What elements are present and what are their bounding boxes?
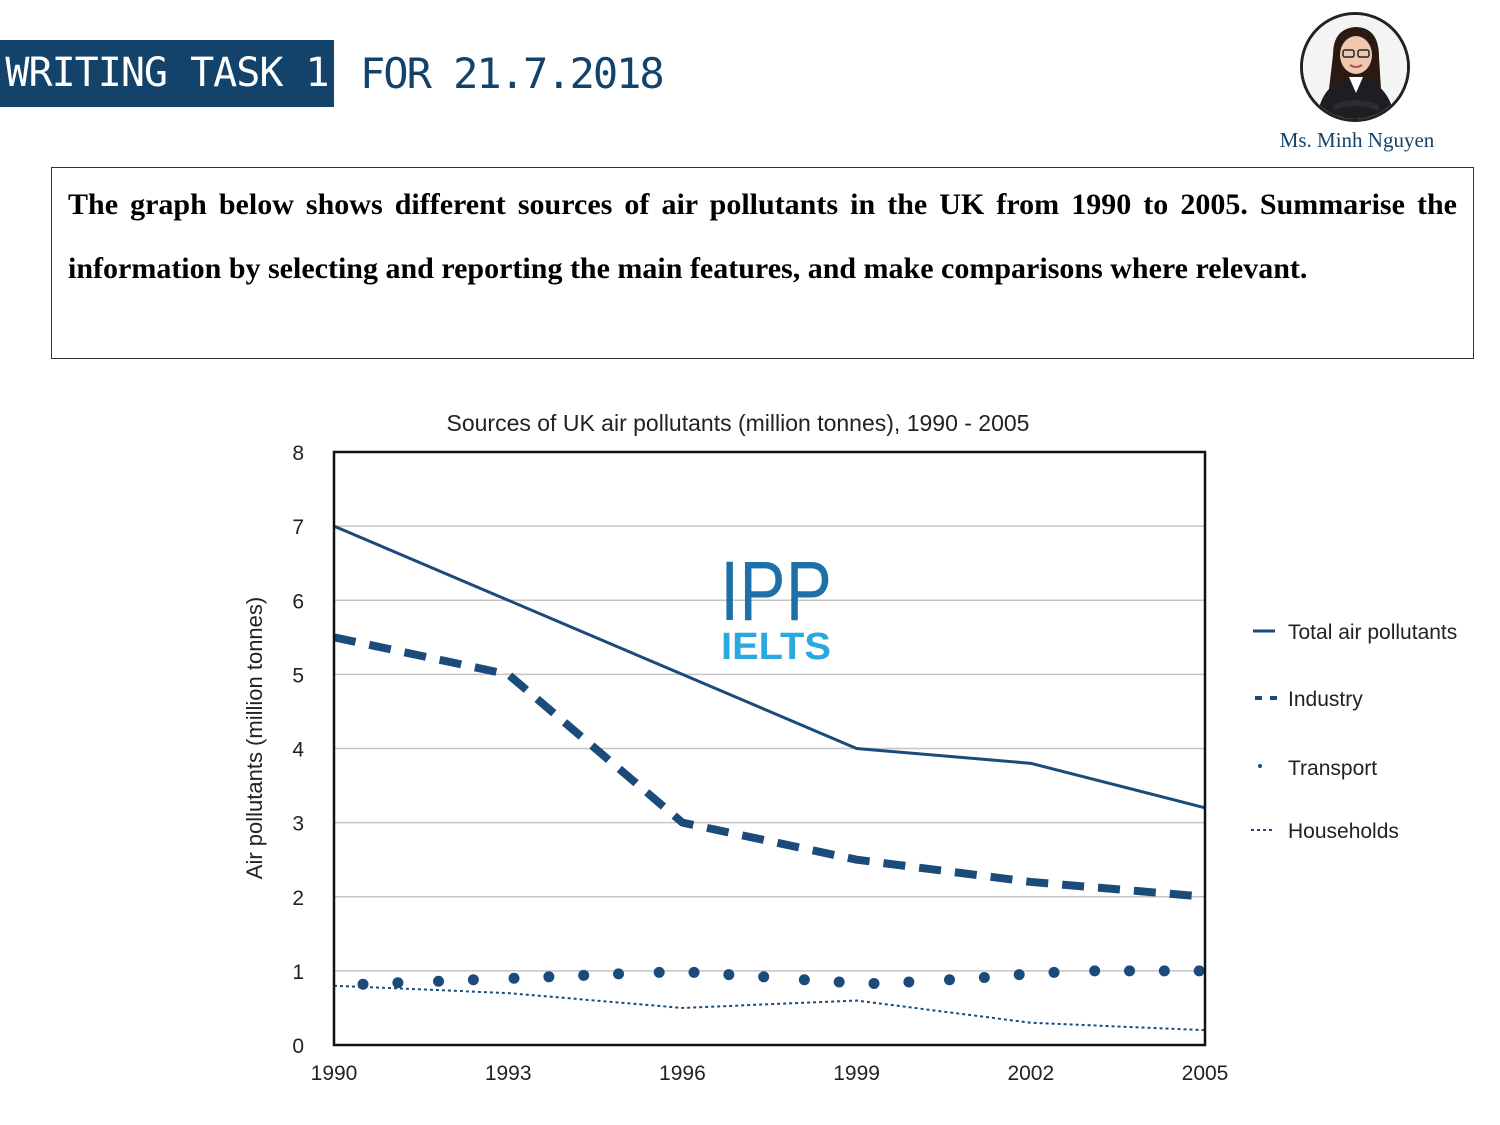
- legend-label: Households: [1288, 820, 1399, 843]
- data-point: [1158, 965, 1170, 977]
- legend-label: Transport: [1288, 757, 1377, 780]
- task-prompt-text: The graph below shows different sources …: [68, 188, 1457, 285]
- data-point: [1089, 965, 1101, 977]
- data-point: [578, 969, 590, 981]
- data-point: [978, 972, 990, 984]
- legend-item: Total air pollutants: [1253, 621, 1457, 644]
- legend-swatch: [1258, 764, 1262, 768]
- data-point: [1013, 969, 1025, 981]
- x-tick-label: 2005: [1182, 1062, 1229, 1085]
- plot-frame: [332, 450, 1207, 1047]
- y-axis-label: Air pollutants (million tonnes): [242, 597, 267, 879]
- y-tick-label: 2: [292, 887, 304, 910]
- data-point: [798, 974, 810, 986]
- series-households: [333, 984, 1206, 1032]
- y-tick-label: 0: [292, 1035, 304, 1058]
- data-point: [1124, 965, 1136, 977]
- data-point: [1193, 965, 1205, 977]
- y-tick-label: 1: [292, 961, 304, 984]
- y-tick-label: 8: [292, 442, 304, 465]
- series-total-air-pollutants: [333, 524, 1206, 810]
- y-tick-label: 5: [292, 664, 304, 687]
- data-point: [903, 976, 915, 988]
- data-point: [433, 975, 445, 987]
- data-point: [868, 977, 880, 989]
- chart-title: Sources of UK air pollutants (million to…: [447, 410, 1030, 436]
- x-tick-label: 1993: [485, 1062, 532, 1085]
- data-point: [944, 974, 956, 986]
- header-badge: WRITING TASK 1: [0, 40, 334, 107]
- ipp-ielts-watermark: IPP IELTS: [720, 544, 832, 668]
- data-point: [467, 974, 479, 986]
- x-tick-label: 2002: [1007, 1062, 1054, 1085]
- header-date: FOR 21.7.2018: [360, 49, 665, 98]
- watermark-subtext: IELTS: [721, 626, 831, 668]
- task-prompt-box: The graph below shows different sources …: [51, 167, 1474, 359]
- x-tick-label: 1996: [659, 1062, 706, 1085]
- legend-label: Industry: [1288, 688, 1363, 711]
- legend-label: Total air pollutants: [1288, 621, 1457, 644]
- data-point: [1048, 966, 1060, 978]
- data-point: [508, 972, 520, 984]
- y-tick-label: 4: [292, 739, 304, 762]
- y-tick-label: 7: [292, 516, 304, 539]
- data-point: [653, 966, 665, 978]
- data-point: [688, 966, 700, 978]
- x-tick-label: 1999: [833, 1062, 880, 1085]
- watermark-logo: IPP: [720, 544, 832, 638]
- data-point: [543, 971, 555, 983]
- legend-item: Transport: [1258, 757, 1377, 780]
- legend-item: Households: [1251, 820, 1399, 843]
- y-tick-label: 6: [292, 590, 304, 613]
- author-avatar: [1300, 12, 1410, 122]
- author-name: Ms. Minh Nguyen: [1279, 128, 1435, 152]
- legend-item: Industry: [1255, 688, 1363, 711]
- portrait-icon: [1303, 15, 1407, 119]
- data-point: [613, 968, 625, 980]
- data-point: [392, 977, 404, 989]
- series-transport: [357, 965, 1205, 990]
- series-industry: [333, 633, 1206, 901]
- data-point: [723, 969, 735, 981]
- data-point: [833, 976, 845, 988]
- x-tick-label: 1990: [311, 1062, 358, 1085]
- y-tick-label: 3: [292, 813, 304, 836]
- data-point: [758, 971, 770, 983]
